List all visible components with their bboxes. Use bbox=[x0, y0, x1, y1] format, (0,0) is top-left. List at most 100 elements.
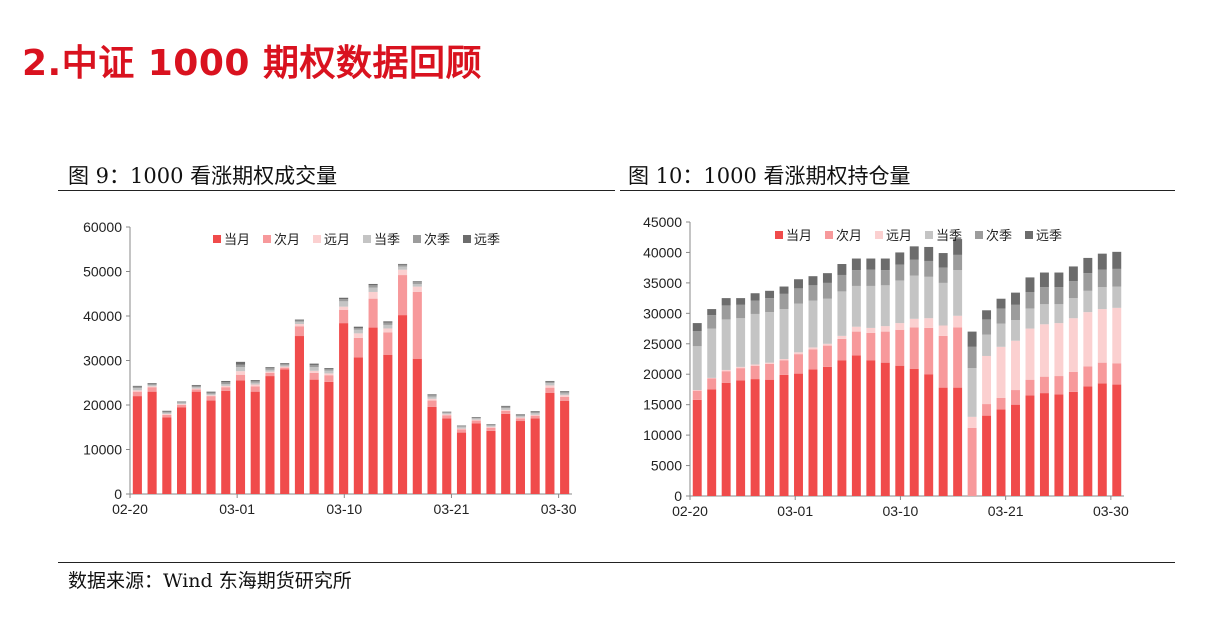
bar-segment-当季 bbox=[808, 300, 818, 348]
bar-segment-次季 bbox=[221, 382, 231, 385]
legend-label: 远月 bbox=[324, 233, 350, 248]
bar-segment-当季 bbox=[324, 370, 334, 374]
bar-segment-次月 bbox=[837, 338, 847, 361]
bar-segment-远季 bbox=[324, 368, 334, 369]
bar-segment-次季 bbox=[750, 300, 760, 314]
bar-segment-远月 bbox=[1011, 340, 1020, 391]
bar-segment-远季 bbox=[545, 380, 555, 382]
bar-segment-远月 bbox=[471, 419, 481, 421]
y-tick-label: 60000 bbox=[83, 219, 122, 235]
bar-segment-远季 bbox=[265, 367, 275, 369]
bar-segment-次月 bbox=[560, 396, 570, 401]
bar-segment-远季 bbox=[851, 258, 861, 271]
bar-segment-当月 bbox=[794, 373, 803, 496]
bar-segment-次月 bbox=[353, 337, 363, 358]
bar-segment-次季 bbox=[938, 267, 948, 283]
legend-label: 当月 bbox=[786, 229, 812, 244]
bar-segment-远季 bbox=[280, 363, 290, 365]
bar-segment-次季 bbox=[132, 386, 142, 389]
bar-segment-远月 bbox=[368, 291, 378, 299]
bar-segment-次月 bbox=[794, 354, 803, 374]
bar-segment-次月 bbox=[822, 345, 832, 367]
bar-segment-远月 bbox=[808, 347, 818, 350]
bar-segment-远季 bbox=[967, 331, 977, 347]
bar-segment-当月 bbox=[442, 418, 452, 494]
legend-label: 次季 bbox=[986, 228, 1012, 244]
legend-label: 次月 bbox=[274, 232, 300, 248]
bar-segment-远季 bbox=[982, 310, 992, 320]
bar-segment-当月 bbox=[427, 406, 437, 494]
bar-segment-次季 bbox=[1011, 304, 1020, 321]
bar-segment-当月 bbox=[250, 391, 260, 494]
bar-segment-远季 bbox=[880, 258, 890, 271]
bar-segment-当季 bbox=[147, 384, 157, 387]
bar-segment-次月 bbox=[765, 363, 775, 380]
bar-segment-次季 bbox=[895, 264, 905, 281]
legend-swatch bbox=[825, 231, 833, 239]
bar-segment-远月 bbox=[132, 390, 142, 392]
bar-segment-次季 bbox=[822, 282, 832, 299]
bar-segment-当月 bbox=[235, 380, 246, 494]
bar-segment-次季 bbox=[456, 425, 467, 427]
legend-label: 当季 bbox=[374, 233, 400, 248]
bar-segment-当月 bbox=[162, 417, 172, 494]
bar-segment-远季 bbox=[221, 380, 231, 383]
bar-segment-次月 bbox=[1112, 363, 1122, 385]
bar-segment-远月 bbox=[560, 395, 570, 397]
bar-segment-远月 bbox=[794, 352, 803, 355]
bar-segment-远季 bbox=[794, 279, 803, 289]
y-tick-label: 30000 bbox=[83, 353, 122, 369]
bar-segment-当月 bbox=[309, 379, 319, 494]
bar-segment-当月 bbox=[132, 396, 142, 494]
bar-segment-次季 bbox=[486, 424, 496, 426]
bar-segment-远月 bbox=[456, 428, 467, 430]
bar-segment-次月 bbox=[909, 327, 919, 369]
bar-segment-当季 bbox=[938, 282, 948, 326]
legend-swatch bbox=[313, 235, 321, 243]
bar-segment-次月 bbox=[721, 371, 731, 383]
bar-segment-次季 bbox=[779, 293, 789, 310]
bar-segment-当月 bbox=[191, 391, 201, 494]
bar-segment-当季 bbox=[779, 309, 789, 359]
y-tick-label: 30000 bbox=[643, 305, 682, 321]
bar-segment-次季 bbox=[235, 364, 246, 368]
bar-segment-次月 bbox=[1054, 376, 1064, 395]
bar-segment-远季 bbox=[339, 297, 349, 300]
bar-segment-次季 bbox=[967, 346, 977, 369]
x-tick-label: 03-21 bbox=[988, 503, 1024, 519]
bar-segment-次月 bbox=[736, 368, 746, 381]
bar-segment-远季 bbox=[924, 246, 934, 261]
bar-segment-当季 bbox=[560, 393, 570, 396]
bar-segment-当季 bbox=[1054, 304, 1064, 324]
bar-segment-当季 bbox=[353, 329, 363, 334]
bar-segment-当月 bbox=[953, 387, 963, 496]
legend-swatch bbox=[775, 231, 783, 239]
bar-segment-当季 bbox=[221, 384, 231, 386]
y-tick-label: 0 bbox=[114, 486, 122, 502]
bar-segment-次月 bbox=[427, 400, 437, 407]
bar-segment-远季 bbox=[1054, 272, 1064, 288]
bar-segment-次月 bbox=[895, 329, 905, 366]
bar-segment-次季 bbox=[206, 392, 216, 394]
figure-9-top-rule bbox=[58, 190, 615, 191]
bar-segment-远月 bbox=[353, 333, 363, 338]
legend-swatch bbox=[975, 231, 983, 239]
bar-segment-远季 bbox=[1097, 253, 1107, 270]
bar-segment-当季 bbox=[235, 367, 246, 372]
bar-segment-次月 bbox=[486, 427, 496, 431]
bar-segment-次季 bbox=[909, 259, 919, 276]
bar-segment-次季 bbox=[353, 328, 363, 330]
bar-segment-远月 bbox=[880, 326, 890, 332]
bar-segment-次季 bbox=[442, 412, 452, 414]
bar-segment-远月 bbox=[221, 385, 231, 388]
bar-segment-次季 bbox=[837, 274, 847, 292]
bar-segment-远月 bbox=[779, 359, 789, 361]
bar-segment-次月 bbox=[953, 327, 963, 388]
bar-segment-次月 bbox=[750, 365, 760, 380]
bar-segment-次月 bbox=[1083, 366, 1093, 387]
bar-segment-当季 bbox=[515, 416, 525, 418]
bar-segment-次月 bbox=[456, 429, 467, 433]
bar-segment-次季 bbox=[309, 364, 319, 368]
bar-segment-次月 bbox=[132, 391, 142, 397]
bar-segment-次月 bbox=[1097, 362, 1107, 384]
